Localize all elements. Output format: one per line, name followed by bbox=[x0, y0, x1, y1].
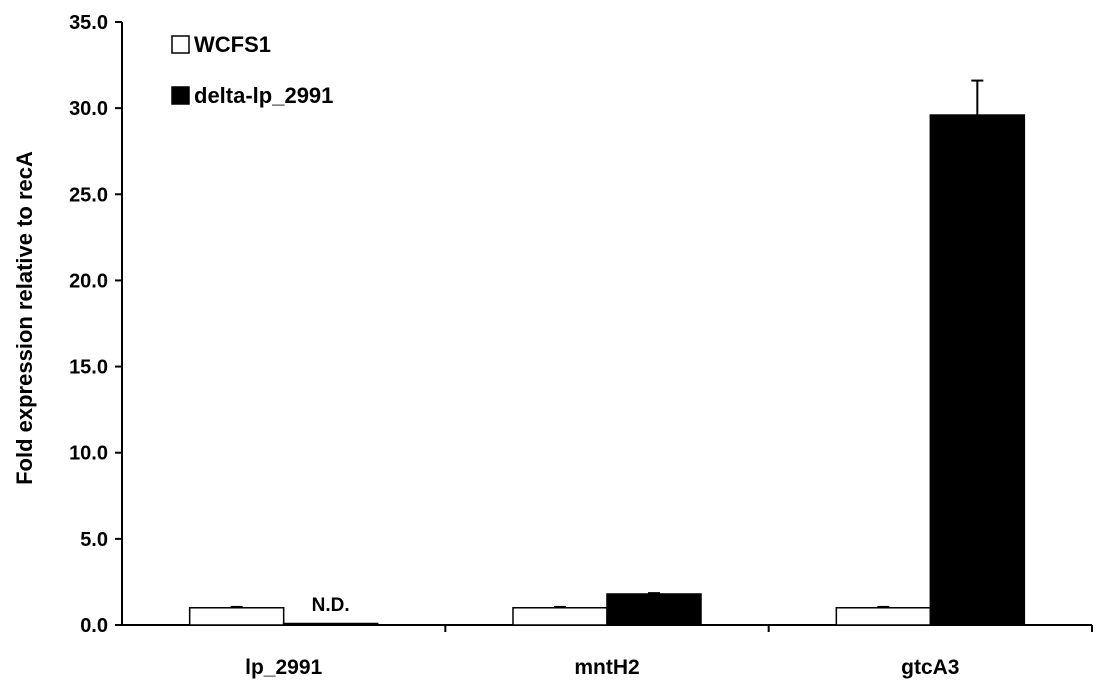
bar bbox=[929, 114, 1026, 626]
bar bbox=[282, 622, 379, 626]
legend-label-delta: delta-lp_2991 bbox=[194, 83, 333, 108]
legend-item-delta: delta-lp_2991 bbox=[171, 83, 333, 108]
y-tick-label: 25.0 bbox=[69, 184, 108, 206]
bar bbox=[606, 593, 702, 626]
bar-annotation: N.D. bbox=[312, 595, 350, 616]
bar bbox=[188, 607, 285, 626]
y-tick-label: 15.0 bbox=[69, 357, 108, 379]
bar bbox=[835, 607, 932, 626]
bar bbox=[512, 607, 608, 626]
legend-swatch-delta bbox=[171, 86, 190, 105]
bars bbox=[188, 114, 1026, 626]
y-tick-label: 30.0 bbox=[69, 98, 108, 120]
y-axis-ticks: 0.0 5.0 10.0 15.0 20.0 25.0 30.0 35.0 bbox=[69, 12, 122, 637]
legend-item-wcfs1: WCFS1 bbox=[171, 32, 271, 57]
y-tick-label: 20.0 bbox=[69, 270, 108, 292]
annotations: N.D. bbox=[312, 595, 350, 616]
y-tick-label: 0.0 bbox=[80, 615, 108, 637]
y-tick-label: 35.0 bbox=[69, 12, 108, 34]
x-axis-ticks: lp_2991 mntH2 gtcA3 bbox=[245, 625, 1093, 679]
legend: WCFS1 delta-lp_2991 bbox=[171, 32, 333, 108]
y-tick-label: 10.0 bbox=[69, 443, 108, 465]
x-tick-label: mntH2 bbox=[574, 656, 639, 679]
plot-area: 0.0 5.0 10.0 15.0 20.0 25.0 30.0 35.0 lp_2991 mn… bbox=[69, 12, 1093, 679]
x-tick-label: lp_2991 bbox=[245, 656, 322, 679]
legend-label-wcfs1: WCFS1 bbox=[194, 32, 271, 57]
error-bars bbox=[230, 79, 984, 608]
y-axis-title: Fold expression relative to recA bbox=[12, 151, 37, 485]
legend-swatch-wcfs1 bbox=[171, 35, 190, 54]
x-tick-label: gtcA3 bbox=[901, 656, 959, 679]
y-tick-label: 5.0 bbox=[80, 529, 108, 551]
